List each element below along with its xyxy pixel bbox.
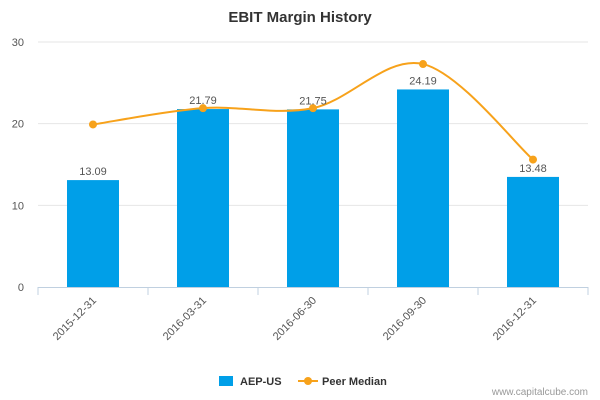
data-label-2016-03-31: 21.79 (189, 95, 217, 107)
peer-median-point-2016-03-31 (199, 104, 207, 113)
y-tick-label-3: 30 (12, 37, 24, 49)
data-label-2016-12-31: 13.48 (519, 163, 547, 175)
y-tick-label-2: 20 (12, 119, 24, 131)
legend-marker-peer-median (304, 377, 312, 385)
y-tick-label-1: 10 (12, 200, 24, 212)
bar-series (67, 89, 559, 287)
peer-median-point-2016-09-30 (419, 60, 427, 69)
bar-2016-03-31 (177, 109, 229, 287)
bar-2016-09-30 (397, 89, 449, 287)
line-series (89, 60, 537, 164)
x-tick-label-2015-12-31: 2015-12-31 (51, 295, 99, 343)
legend-swatch-aep-us (219, 376, 233, 386)
x-tick-label-2016-09-30: 2016-09-30 (381, 295, 429, 343)
legend-label-aep-us: AEP-US (240, 376, 282, 388)
x-tick-label-2016-03-31: 2016-03-31 (161, 295, 209, 343)
data-labels: 13.09 21.79 21.75 24.19 13.48 (79, 75, 547, 178)
source-credit: www.capitalcube.com (491, 387, 588, 398)
chart-title: EBIT Margin History (228, 9, 372, 26)
x-tick-label-2016-12-31: 2016-12-31 (491, 295, 539, 343)
data-label-2015-12-31: 13.09 (79, 166, 107, 178)
x-axis-tick-labels: 2015-12-31 2016-03-31 2016-06-30 2016-09-30… (51, 295, 539, 343)
x-axis (37, 287, 589, 295)
peer-median-line (92, 61, 534, 161)
peer-median-point-2016-12-31 (529, 155, 537, 164)
peer-median-point-2015-12-31 (89, 120, 97, 129)
data-label-2016-06-30: 21.75 (299, 95, 327, 107)
legend: AEP-US Peer Median (219, 376, 387, 388)
peer-median-point-2016-06-30 (309, 104, 317, 113)
bar-2015-12-31 (67, 180, 119, 287)
bar-2016-06-30 (287, 109, 339, 287)
bar-2016-12-31 (507, 176, 559, 287)
y-tick-label-0: 0 (18, 282, 24, 294)
x-tick-label-2016-06-30: 2016-06-30 (271, 295, 319, 343)
data-label-2016-09-30: 24.19 (409, 75, 437, 87)
y-axis-ticks: 0 10 20 30 (12, 37, 24, 294)
legend-label-peer-median: Peer Median (322, 376, 387, 388)
